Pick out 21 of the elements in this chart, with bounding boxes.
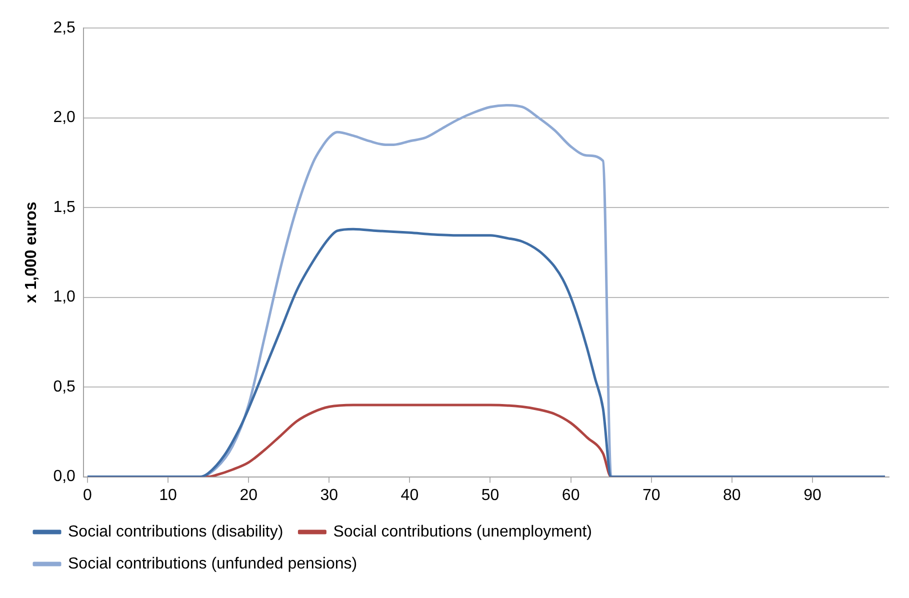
x-tick-label: 80 (723, 486, 741, 504)
y-tick-label: 1,5 (53, 198, 76, 216)
y-tick-label: 2,0 (53, 109, 76, 126)
x-tick-label: 50 (481, 486, 500, 504)
line-series (86, 228, 886, 477)
x-tick-label: 90 (804, 486, 822, 504)
y-tick-label: 1,0 (53, 288, 76, 306)
x-tick-label: 20 (240, 486, 258, 504)
y-tick-label: 0,5 (53, 378, 76, 396)
x-tick-label: 70 (642, 486, 660, 504)
x-tick-label: 10 (159, 486, 178, 504)
x-tick-label: 60 (562, 486, 580, 504)
x-tick-label: 30 (320, 486, 338, 504)
legend-label: Social contributions (unemployment) (333, 523, 592, 540)
y-tick-label: 2,5 (53, 19, 76, 36)
y-tick-label: 0,0 (53, 468, 76, 486)
legend-label: Social contributions (disability) (68, 523, 284, 540)
legend-label: Social contributions (unfunded pensions) (68, 555, 358, 572)
x-tick-label: 40 (400, 486, 419, 504)
x-tick-label: 0 (83, 486, 92, 504)
y-axis-title: x 1,000 euros (23, 202, 40, 304)
